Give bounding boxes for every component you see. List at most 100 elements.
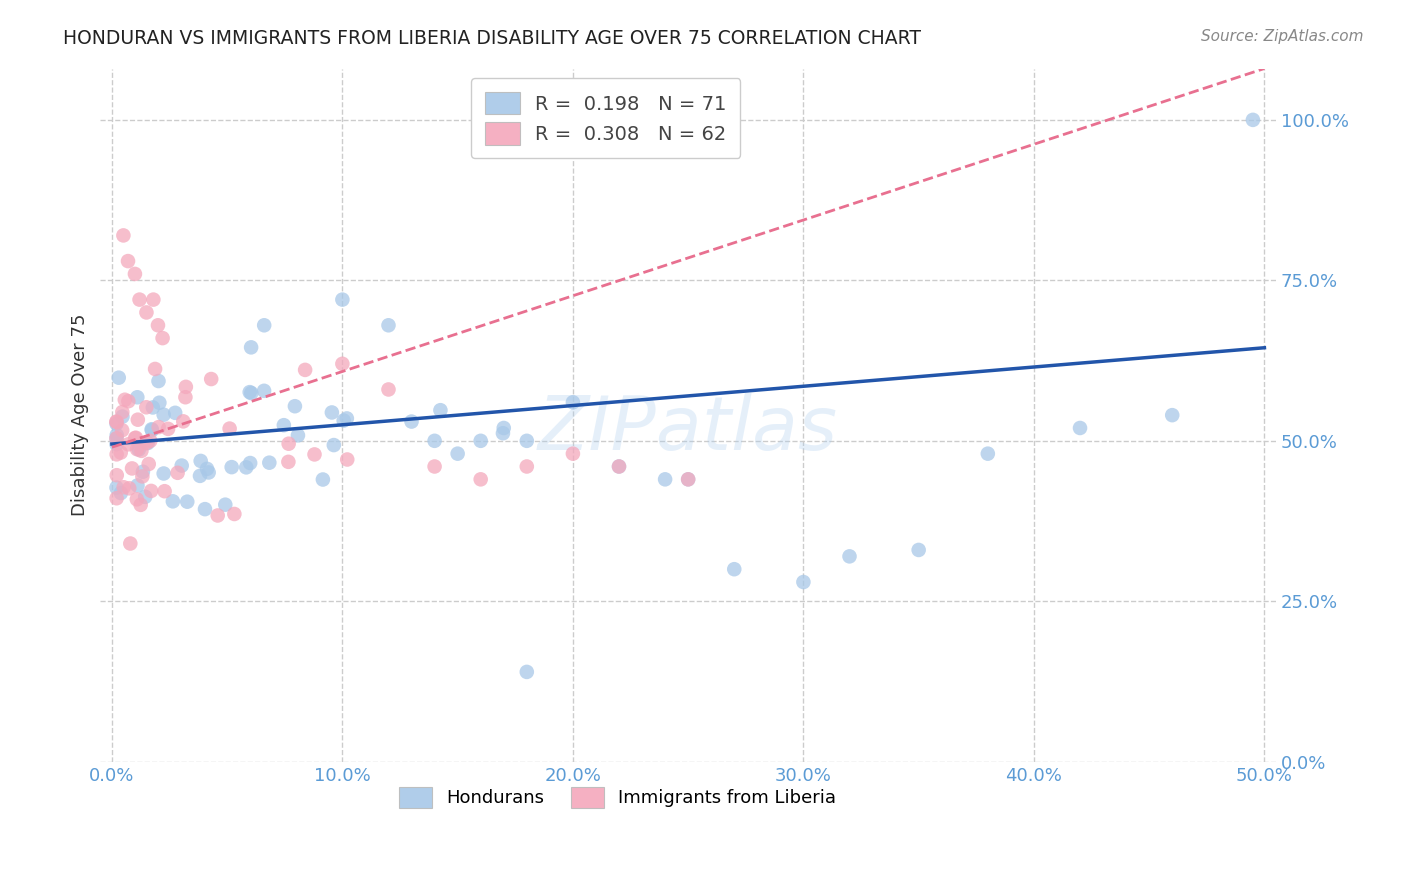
Point [207, 508, 229, 523]
Point [105, 428, 128, 442]
Point [492, 421, 515, 435]
Point [157, 422, 180, 436]
Point [332, 413, 354, 427]
Point [128, 293, 150, 307]
Point [111, 405, 134, 419]
Point [607, 459, 630, 474]
Point [470, 472, 492, 486]
Point [135, 401, 157, 415]
Point [470, 434, 492, 448]
Point [676, 472, 699, 486]
Point [143, 362, 166, 376]
Point [277, 436, 299, 450]
Point [723, 562, 745, 576]
Point [105, 415, 128, 429]
Point [287, 428, 309, 442]
Point [332, 357, 354, 371]
Point [134, 490, 156, 504]
Point [1241, 112, 1264, 127]
Point [128, 442, 150, 457]
Point [131, 469, 153, 483]
Point [977, 447, 1000, 461]
Point [141, 422, 163, 436]
Point [135, 436, 157, 450]
Point [188, 468, 211, 483]
Point [152, 467, 174, 481]
Point [377, 383, 399, 397]
Point [218, 421, 240, 435]
Point [190, 454, 212, 468]
Point [277, 455, 299, 469]
Text: ZIPatlas: ZIPatlas [538, 393, 838, 465]
Point [125, 492, 148, 507]
Point [105, 417, 128, 431]
Point [165, 406, 187, 420]
Point [111, 409, 134, 424]
Text: Source: ZipAtlas.com: Source: ZipAtlas.com [1201, 29, 1364, 44]
Point [162, 494, 184, 508]
Point [176, 494, 198, 508]
Point [105, 447, 128, 461]
Point [240, 340, 263, 354]
Point [200, 372, 222, 386]
Point [129, 498, 152, 512]
Point [125, 442, 148, 457]
Point [118, 481, 141, 495]
Point [142, 401, 165, 415]
Point [121, 461, 143, 475]
Point [105, 481, 128, 495]
Point [239, 456, 262, 470]
Point [127, 390, 149, 404]
Point [152, 408, 174, 422]
Point [127, 412, 149, 426]
Point [153, 484, 176, 499]
Point [135, 305, 157, 319]
Point [561, 447, 583, 461]
Point [492, 426, 515, 441]
Point [240, 386, 263, 401]
Point [792, 575, 814, 590]
Point [117, 437, 139, 451]
Point [221, 460, 243, 475]
Point [423, 459, 446, 474]
Text: HONDURAN VS IMMIGRANTS FROM LIBERIA DISABILITY AGE OVER 75 CORRELATION CHART: HONDURAN VS IMMIGRANTS FROM LIBERIA DISA… [63, 29, 921, 47]
Point [259, 456, 281, 470]
Point [174, 390, 197, 404]
Point [516, 434, 538, 448]
Point [401, 415, 423, 429]
Point [105, 468, 128, 483]
Point [423, 434, 446, 448]
Point [294, 363, 316, 377]
Point [907, 543, 929, 558]
Point [125, 431, 148, 445]
Point [174, 380, 197, 394]
Point [142, 293, 165, 307]
Point [607, 459, 630, 474]
Point [138, 457, 160, 471]
Point [516, 459, 538, 474]
Point [273, 418, 295, 433]
Point [304, 447, 326, 461]
Point [654, 472, 676, 486]
Point [124, 267, 146, 281]
Point [377, 318, 399, 333]
Point [516, 665, 538, 679]
Point [197, 466, 219, 480]
Point [131, 443, 153, 458]
Point [1161, 408, 1184, 422]
Point [224, 507, 246, 521]
Point [124, 431, 146, 445]
Point [561, 395, 583, 409]
Point [132, 465, 155, 479]
Point [105, 431, 128, 445]
Point [1069, 421, 1091, 435]
Legend: Hondurans, Immigrants from Liberia: Hondurans, Immigrants from Liberia [392, 780, 844, 815]
Point [110, 445, 132, 459]
Point [336, 452, 359, 467]
Point [170, 458, 193, 473]
Point [166, 466, 188, 480]
Point [139, 483, 162, 498]
Point [253, 384, 276, 398]
Point [110, 486, 132, 500]
Point [253, 318, 276, 333]
